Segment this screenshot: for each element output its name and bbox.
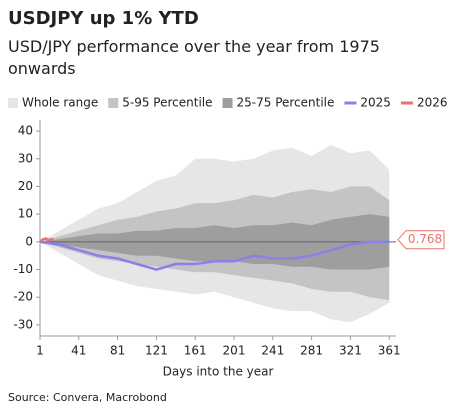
x-tick-label: 321: [339, 344, 362, 358]
y-tick-label: -10: [13, 262, 33, 276]
legend-label: 25-75 Percentile: [237, 96, 335, 110]
x-tick-label: 241: [261, 344, 284, 358]
x-tick-label: 121: [145, 344, 168, 358]
line: [39, 237, 54, 243]
y-tick-label: 30: [18, 151, 33, 165]
legend-label: Whole range: [22, 96, 98, 110]
legend-label: 2026: [417, 96, 448, 110]
legend-swatch: [108, 98, 119, 108]
x-tick-label: 281: [300, 344, 323, 358]
chart-title: USDJPY up 1% YTD: [8, 8, 199, 29]
chart-subtitle: USD/JPY performance over the year from 1…: [8, 37, 380, 78]
line: [39, 240, 390, 271]
y-tick-label: -30: [13, 317, 33, 331]
x-tick-label: 161: [184, 344, 207, 358]
x-axis-label: Days into the year: [163, 365, 274, 379]
y-tick-label: -20: [13, 290, 33, 304]
legend-swatch: [8, 98, 18, 108]
x-tick-label: 361: [378, 344, 401, 358]
annotation-label: 0.768: [408, 232, 442, 246]
source: Source: Convera, Macrobond: [8, 391, 167, 404]
legend-label: 2025: [360, 96, 391, 110]
y-tick-label: 40: [18, 124, 33, 138]
x-tick-label: 81: [110, 344, 125, 358]
y-tick-label: 10: [18, 207, 33, 221]
legend-swatch: [222, 98, 233, 108]
x-tick-label: 41: [71, 344, 86, 358]
annotation-box: [397, 230, 445, 250]
legend-label: 5-95 Percentile: [122, 96, 212, 110]
x-tick-label: 1: [36, 344, 44, 358]
x-tick-label: 201: [223, 344, 246, 358]
y-tick-label: 0: [25, 234, 33, 248]
y-tick-label: 20: [18, 179, 33, 193]
